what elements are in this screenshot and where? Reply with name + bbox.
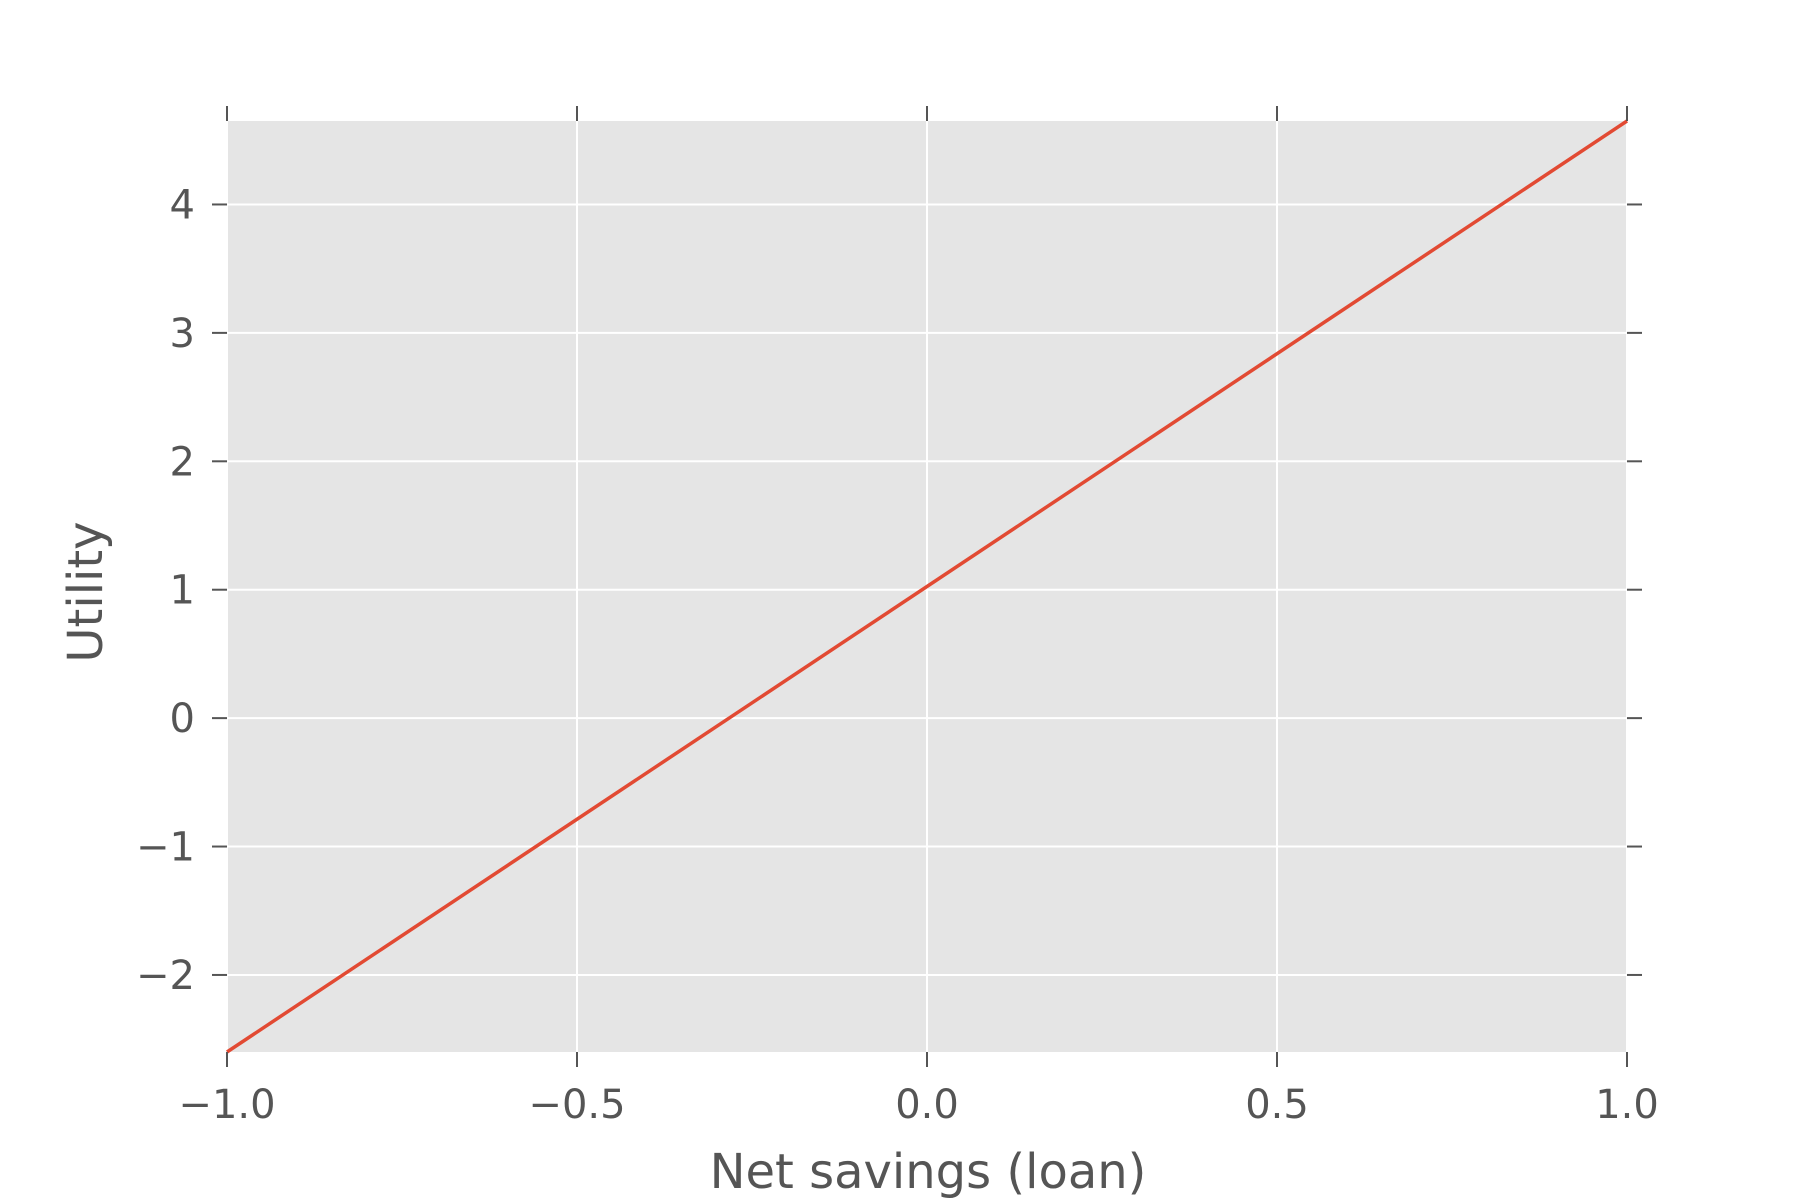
x-tick-label: 1.0 [1595,1082,1659,1128]
y-tick-label: 0 [170,696,195,742]
y-tick-label: 3 [170,311,195,357]
ticks [212,106,1642,1067]
y-tick-label: 1 [170,568,195,614]
y-tick-label: 4 [170,182,195,228]
y-axis-label: Utility [58,521,114,662]
y-tick-label: −1 [136,825,195,871]
x-tick-label: −0.5 [528,1082,625,1128]
x-tick-label: 0.5 [1245,1082,1309,1128]
tick-labels: −1.0 −0.5 0.0 0.5 1.0 −2 −1 0 1 2 3 4 [136,182,1659,1128]
x-tick-label: 0.0 [895,1082,959,1128]
y-tick-label: 2 [170,439,195,485]
x-axis-label: Net savings (loan) [710,1144,1147,1200]
series-line [226,119,1628,1054]
y-tick-label: −2 [136,953,195,999]
series-layer [226,119,1628,1054]
x-tick-label: −1.0 [178,1082,275,1128]
